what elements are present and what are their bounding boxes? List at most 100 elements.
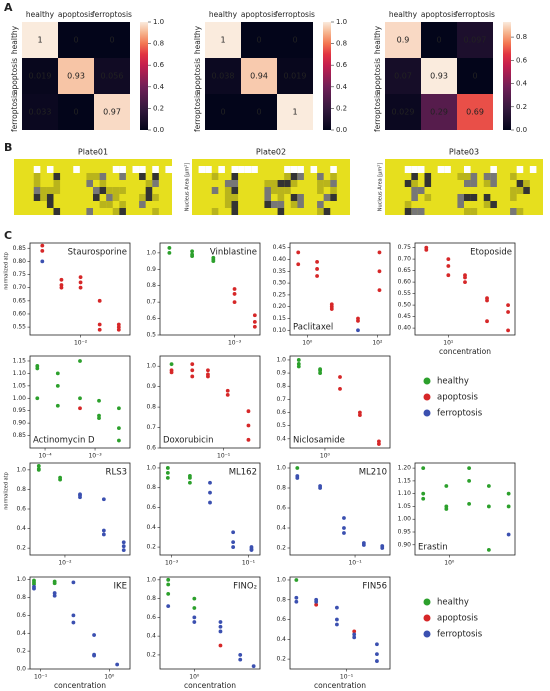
- data-point: [252, 313, 257, 318]
- data-point: [421, 491, 426, 496]
- plate-cell: [112, 208, 120, 215]
- plate-cell: [424, 173, 432, 180]
- plate-cell: [231, 180, 239, 187]
- legend-marker: [423, 614, 431, 622]
- data-point: [318, 371, 323, 375]
- y-tick-label: 0.8: [16, 486, 26, 493]
- panel-label: C: [4, 229, 12, 242]
- cell-value: 0.07: [394, 72, 412, 81]
- legend-label: ferroptosis: [437, 630, 483, 640]
- data-point: [377, 288, 382, 293]
- plate-cell: [510, 187, 517, 194]
- data-point: [377, 269, 382, 274]
- plot-frame: [159, 355, 261, 449]
- colorbar-tick-label: 0.0: [516, 126, 527, 134]
- data-point: [218, 624, 223, 629]
- data-point: [506, 303, 510, 307]
- plate-cell: [411, 180, 418, 187]
- row-label: apoptosis: [193, 58, 202, 94]
- plate-cell: [264, 180, 271, 187]
- data-point: [218, 620, 223, 624]
- legend-label: apoptosis: [437, 614, 479, 624]
- y-tick-label: 0.8: [276, 596, 286, 603]
- data-point: [225, 392, 230, 397]
- data-point: [52, 591, 57, 595]
- data-point: [246, 437, 251, 442]
- data-point: [71, 613, 76, 618]
- cell-value: 0.94: [250, 72, 268, 81]
- data-point: [380, 546, 385, 550]
- plate-cell: [33, 173, 41, 180]
- heatmap-cell: [385, 58, 421, 94]
- data-point: [190, 254, 195, 259]
- y-tick-label: 0.30: [273, 280, 287, 287]
- colorbar-tick-label: 0.4: [336, 83, 348, 91]
- colorbar-tick-label: 0.8: [516, 33, 527, 41]
- plate-cell: [106, 194, 113, 201]
- plate-cell: [139, 194, 146, 201]
- data-point: [116, 325, 121, 330]
- data-point: [377, 439, 381, 444]
- heatmap-cell: [94, 58, 130, 94]
- plate-cell: [86, 208, 93, 215]
- plate-cell: [290, 194, 298, 201]
- plate-cell: [99, 201, 107, 208]
- data-point: [444, 507, 449, 511]
- plate-cell: [510, 208, 517, 215]
- data-point: [121, 540, 126, 545]
- y-tick-label: 0.2: [146, 651, 156, 658]
- y-tick-label: 0.6: [16, 612, 26, 619]
- plate-cell: [53, 208, 61, 215]
- plate-cell: [330, 180, 337, 187]
- plate-cell: [464, 173, 471, 180]
- plate-cell: [510, 173, 517, 180]
- cell-value: 0: [256, 36, 261, 45]
- data-point: [252, 324, 257, 329]
- colorbar-tick-label: 0.4: [516, 80, 528, 88]
- column-label: healthy: [26, 10, 55, 19]
- y-tick-label: 1.10: [398, 490, 412, 497]
- y-tick-label: 0.6: [276, 505, 286, 512]
- legend-marker: [423, 409, 431, 417]
- data-point: [40, 259, 45, 264]
- data-point: [190, 362, 195, 367]
- plate-cell: [244, 166, 252, 173]
- y-tick-label: 0.4: [276, 435, 286, 442]
- x-axis-label: concentration: [184, 681, 236, 690]
- data-point: [59, 285, 64, 290]
- plate-cell: [218, 166, 225, 173]
- row-label: healthy: [10, 25, 19, 54]
- y-tick-label: 0.4: [146, 633, 156, 640]
- data-point: [294, 599, 299, 604]
- data-point: [357, 410, 362, 415]
- y-tick-label: 0.2: [276, 656, 286, 663]
- y-tick-label: 0.8: [146, 282, 156, 289]
- colorbar: [323, 22, 331, 130]
- cell-value: 0.9: [397, 36, 410, 45]
- data-point: [71, 620, 76, 625]
- data-point: [342, 531, 346, 535]
- data-point: [78, 495, 82, 500]
- data-point: [78, 285, 83, 290]
- heatmap-cell: [205, 58, 241, 94]
- heatmap-cell: [421, 22, 457, 58]
- x-tick-label: 10¹: [443, 340, 454, 347]
- plate-cell: [86, 173, 93, 180]
- data-point: [121, 544, 126, 549]
- data-point: [506, 328, 510, 333]
- plate-cell: [211, 173, 219, 180]
- y-tick-label: 0.55: [13, 324, 27, 331]
- data-point: [165, 470, 170, 475]
- y-tick-label: 1.0: [146, 464, 156, 471]
- plate-cell: [483, 180, 491, 187]
- row-label: healthy: [373, 25, 382, 54]
- y-tick-label: 1.00: [13, 395, 27, 402]
- plate-cell: [40, 194, 47, 201]
- y-tick-label: 0.6: [276, 409, 286, 416]
- plate-ylabel: Nucleus Area [µm²]: [378, 163, 384, 212]
- panel-title: Erastin: [418, 543, 448, 553]
- data-point: [190, 249, 195, 254]
- plate-cell: [40, 187, 47, 194]
- y-tick-label: 0.75: [398, 244, 412, 251]
- heatmap-cell: [457, 94, 493, 130]
